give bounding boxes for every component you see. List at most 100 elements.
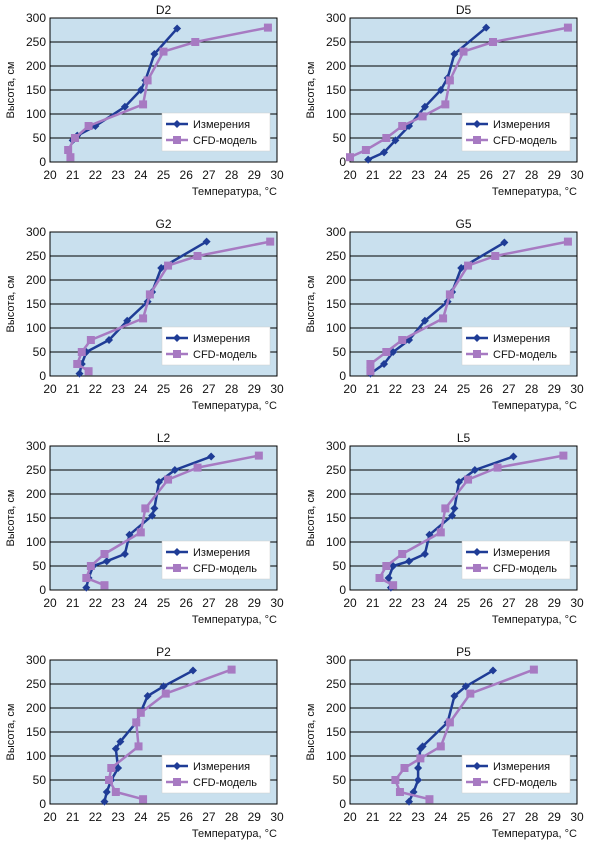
x-tick-label: 28 bbox=[225, 810, 239, 824]
x-tick-label: 23 bbox=[411, 168, 425, 182]
data-point bbox=[436, 86, 445, 94]
y-tick-label: 200 bbox=[326, 487, 346, 501]
legend-entry: CFD-модель bbox=[493, 135, 557, 147]
data-point bbox=[459, 47, 468, 56]
x-tick-label: 26 bbox=[480, 168, 494, 182]
legend-marker bbox=[173, 334, 181, 342]
x-tick-label: 26 bbox=[480, 810, 494, 824]
chart-d5: 0 50 100 150 200 250 300 20 21 22 23 24 25 26 27 28 29 30… bbox=[305, 3, 584, 198]
x-tick-label: 21 bbox=[66, 382, 80, 396]
data-point bbox=[193, 463, 202, 472]
y-tick-label: 150 bbox=[26, 83, 46, 97]
y-tick-label: 200 bbox=[326, 701, 346, 715]
y-tick-label: 250 bbox=[326, 35, 346, 49]
data-point bbox=[150, 50, 159, 58]
x-tick-label: 20 bbox=[343, 382, 357, 396]
y-tick-label: 200 bbox=[26, 59, 46, 73]
data-point bbox=[207, 452, 216, 461]
x-tick-label: 30 bbox=[570, 382, 584, 396]
y-tick-label: 150 bbox=[26, 297, 46, 311]
y-tick-label: 150 bbox=[326, 297, 346, 311]
x-tick-label: 25 bbox=[157, 382, 171, 396]
y-tick-label: 100 bbox=[326, 535, 346, 549]
y-tick-label: 0 bbox=[339, 155, 346, 169]
x-tick-label: 23 bbox=[411, 810, 425, 824]
y-tick-label: 300 bbox=[326, 653, 346, 667]
x-tick-label: 30 bbox=[270, 810, 284, 824]
data-point bbox=[416, 744, 425, 753]
legend-box bbox=[461, 540, 571, 580]
y-tick-label: 250 bbox=[326, 463, 346, 477]
data-point bbox=[563, 23, 572, 32]
x-tick-label: 28 bbox=[225, 168, 239, 182]
data-point bbox=[84, 122, 93, 130]
data-point bbox=[441, 100, 450, 109]
data-point bbox=[100, 550, 109, 558]
chart-title: P2 bbox=[156, 645, 171, 659]
legend-marker bbox=[473, 334, 481, 342]
x-tick-label: 21 bbox=[366, 382, 380, 396]
legend-entry: CFD-модель bbox=[193, 349, 257, 361]
x-tick-label: 23 bbox=[111, 168, 125, 182]
plot-frame bbox=[49, 231, 278, 377]
x-axis-label: Температура, °C bbox=[492, 400, 577, 412]
y-tick-label: 50 bbox=[333, 559, 347, 573]
data-point bbox=[86, 336, 95, 344]
data-point bbox=[420, 316, 429, 325]
y-tick-label: 250 bbox=[326, 677, 346, 691]
y-tick-label: 50 bbox=[33, 773, 47, 787]
x-tick-label: 27 bbox=[202, 810, 216, 824]
data-point bbox=[450, 50, 459, 58]
x-tick-label: 21 bbox=[366, 596, 380, 610]
legend-entry: Измерения bbox=[493, 119, 550, 131]
data-point bbox=[441, 504, 450, 513]
x-tick-label: 29 bbox=[248, 382, 262, 396]
data-point bbox=[466, 689, 475, 698]
x-tick-label: 25 bbox=[157, 810, 171, 824]
x-tick-label: 21 bbox=[366, 810, 380, 824]
y-tick-label: 50 bbox=[333, 345, 347, 359]
data-point bbox=[361, 146, 370, 154]
y-tick-label: 50 bbox=[33, 345, 47, 359]
data-point bbox=[366, 360, 375, 368]
legend-entry: CFD-модель bbox=[193, 777, 257, 789]
data-point bbox=[400, 764, 409, 772]
x-tick-label: 29 bbox=[248, 596, 262, 610]
chart-title: D2 bbox=[156, 3, 172, 17]
data-point bbox=[382, 562, 391, 570]
x-tick-label: 28 bbox=[525, 168, 539, 182]
x-tick-label: 27 bbox=[502, 596, 516, 610]
data-point bbox=[405, 797, 414, 806]
data-point bbox=[416, 754, 425, 763]
legend-entry: Измерения bbox=[493, 333, 550, 345]
y-axis-label: Высота, см bbox=[5, 704, 17, 761]
data-point bbox=[139, 314, 148, 323]
data-point bbox=[120, 550, 129, 558]
plot-frame bbox=[49, 445, 278, 591]
data-point bbox=[70, 134, 79, 142]
x-tick-label: 23 bbox=[411, 382, 425, 396]
y-tick-label: 150 bbox=[26, 511, 46, 525]
data-point bbox=[75, 369, 84, 378]
x-tick-label: 28 bbox=[225, 382, 239, 396]
y-tick-label: 100 bbox=[26, 107, 46, 121]
data-point bbox=[364, 155, 373, 164]
y-tick-label: 0 bbox=[39, 583, 46, 597]
legend-marker bbox=[473, 350, 481, 358]
x-tick-label: 27 bbox=[502, 810, 516, 824]
x-tick-label: 21 bbox=[66, 810, 80, 824]
x-tick-label: 20 bbox=[43, 596, 57, 610]
data-point bbox=[105, 336, 114, 344]
data-point bbox=[266, 237, 275, 246]
y-tick-label: 300 bbox=[326, 11, 346, 25]
data-point bbox=[489, 38, 498, 46]
data-point bbox=[389, 581, 398, 590]
x-tick-label: 28 bbox=[525, 810, 539, 824]
y-tick-label: 100 bbox=[326, 321, 346, 335]
x-tick-label: 27 bbox=[502, 382, 516, 396]
x-tick-label: 23 bbox=[111, 382, 125, 396]
series-line-measure bbox=[103, 669, 194, 802]
legend-entry: CFD-модель bbox=[193, 135, 257, 147]
legend-marker bbox=[473, 548, 481, 556]
x-tick-label: 21 bbox=[66, 596, 80, 610]
